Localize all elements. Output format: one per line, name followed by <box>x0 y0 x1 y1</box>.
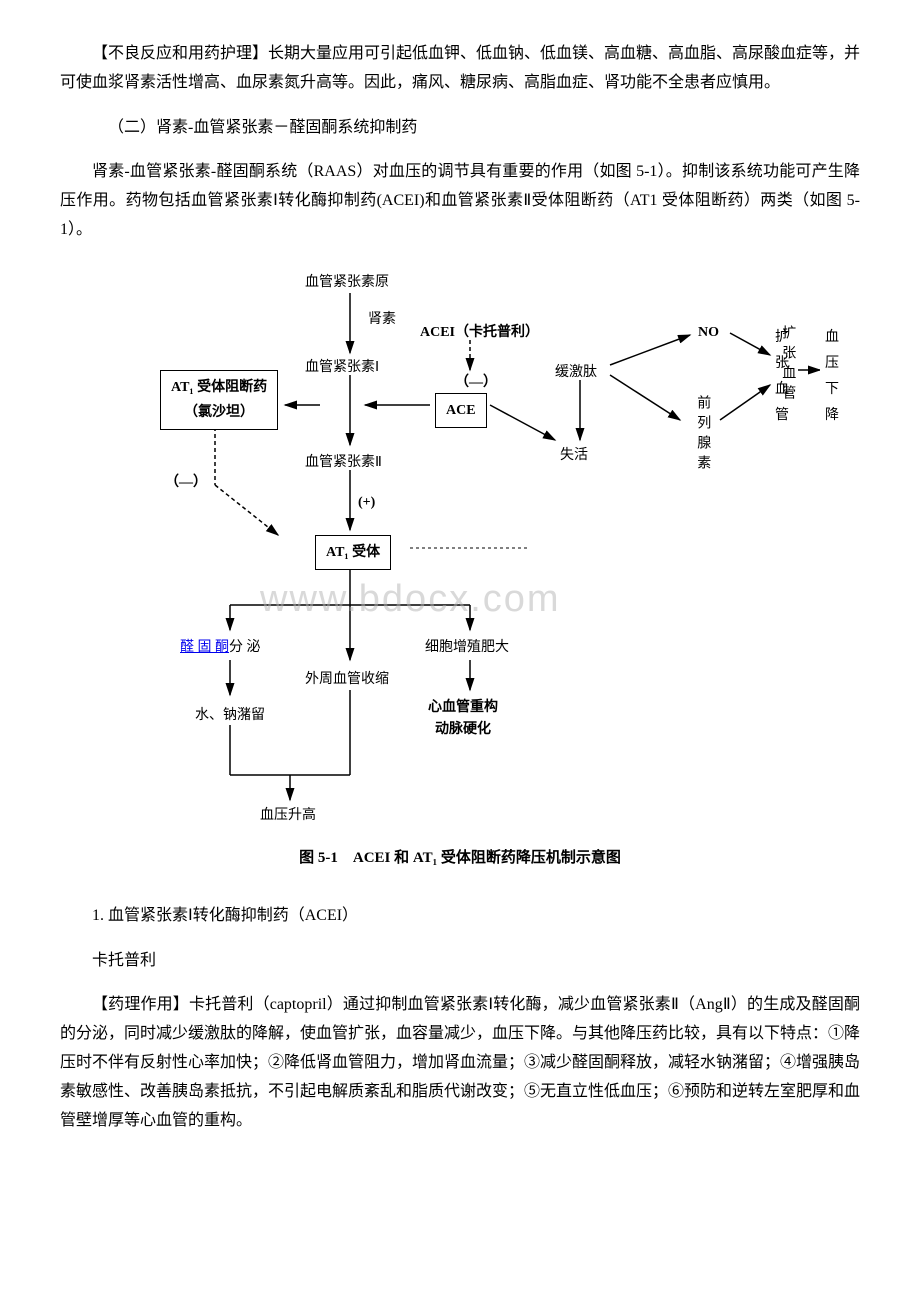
renin-label: 肾素 <box>368 307 396 332</box>
watermark-text: www.bdocx.com <box>260 565 561 633</box>
ace-box: ACE <box>435 393 487 428</box>
minus2-label: （—） <box>165 470 207 495</box>
vasoconstrict-label: 外周血管收缩 <box>305 667 389 692</box>
at1-receptor-box: AT₁ 受体 <box>315 535 391 570</box>
section-title: （二）肾素-血管紧张素－醛固酮系统抑制药 <box>60 114 860 143</box>
cell-prolif-label: 细胞增殖肥大 <box>425 635 509 660</box>
subsection-title: 1. 血管紧张素Ⅰ转化酶抑制药（ACEI） <box>60 902 860 931</box>
bpdown-col: 血压下降 <box>825 325 839 429</box>
plus-label: (+) <box>358 490 375 515</box>
raas-diagram: 血管紧张素原 肾素 ACEI（卡托普利） 血管紧张素Ⅰ （—） 缓激肽 NO A… <box>100 265 820 825</box>
raas-intro-paragraph: 肾素-血管紧张素-醛固酮系统（RAAS）对血压的调节具有重要的作用（如图 5-1… <box>60 158 860 244</box>
remodel2-label: 动脉硬化 <box>435 717 491 742</box>
adverse-reactions-paragraph: 【不良反应和用药护理】长期大量应用可引起低血钾、低血钠、低血镁、高血糖、高血脂、… <box>60 40 860 98</box>
bradykinin-label: 缓激肽 <box>555 360 597 385</box>
drug-name: 卡托普利 <box>60 947 860 976</box>
angiotensin1-label: 血管紧张素Ⅰ <box>305 355 379 380</box>
diagram-caption: 图 5-1 ACEI 和 AT₁ 受体阻断药降压机制示意图 <box>60 845 860 872</box>
at1-blocker-box: AT₁ 受体阻断药 （氯沙坦） <box>160 370 278 430</box>
angiotensinogen-label: 血管紧张素原 <box>305 270 389 295</box>
aldosterone-label: 醛 固 酮分 泌 <box>180 635 261 660</box>
no-label: NO <box>698 320 719 345</box>
at1-blocker-line2: （氯沙坦） <box>171 400 267 425</box>
vasodilate-col: 扩张血管 <box>775 325 789 429</box>
minus1-label: （—） <box>455 370 497 395</box>
inactive-label: 失活 <box>560 443 588 468</box>
aldosterone-link[interactable]: 醛 固 酮 <box>180 640 229 655</box>
pharmacology-paragraph: 【药理作用】卡托普利（captopril）通过抑制血管紧张素Ⅰ转化酶，减少血管紧… <box>60 991 860 1135</box>
acei-label: ACEI（卡托普利） <box>420 320 539 345</box>
at1-blocker-line1: AT₁ 受体阻断药 <box>171 375 267 400</box>
angiotensin2-label: 血管紧张素Ⅱ <box>305 450 382 475</box>
water-na-label: 水、钠潴留 <box>195 703 265 728</box>
bp-up-label: 血压升高 <box>260 803 316 828</box>
prostaglandin-label: 前列腺素 <box>690 395 715 475</box>
